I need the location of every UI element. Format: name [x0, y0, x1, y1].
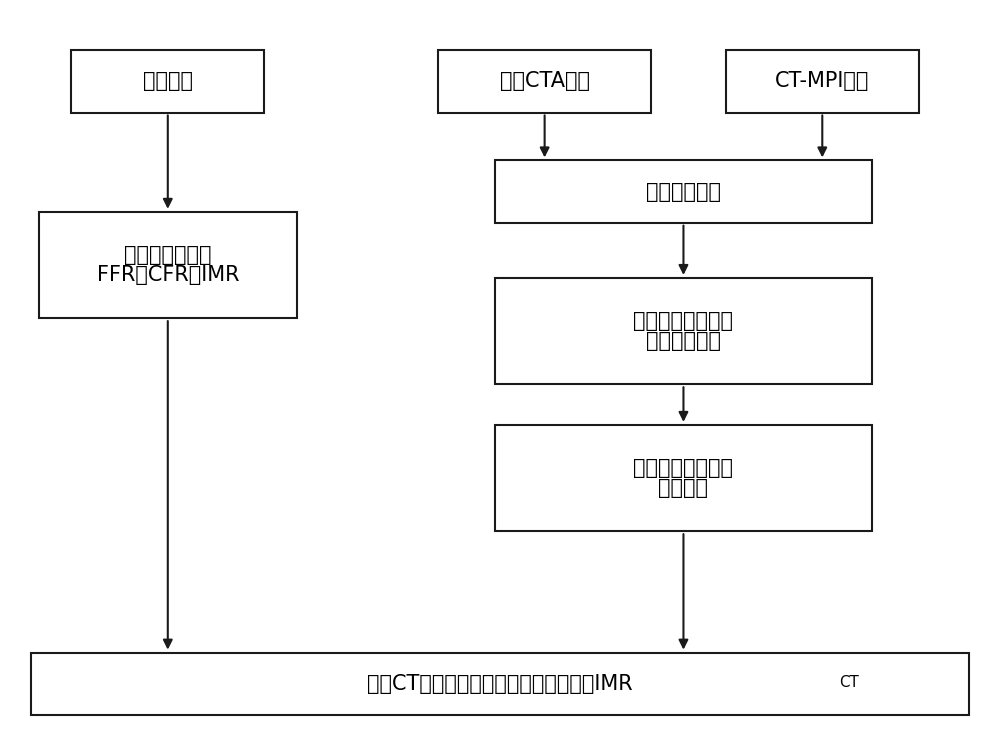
Bar [726, 50, 919, 112]
Text: CT-MPI扫描: CT-MPI扫描 [775, 71, 869, 91]
Text: CT: CT [839, 675, 859, 690]
Text: 图像后期处理: 图像后期处理 [646, 181, 721, 201]
Bar [31, 652, 969, 715]
Bar [495, 160, 872, 223]
Text: 建立高保真可计算: 建立高保真可计算 [633, 458, 733, 478]
Text: FFR、CFR、IMR: FFR、CFR、IMR [97, 265, 239, 285]
Bar [495, 278, 872, 384]
Text: 基于CT心肌灌注、结合流体力学，计算IMR: 基于CT心肌灌注、结合流体力学，计算IMR [367, 674, 633, 694]
Text: 温度稀释法测定: 温度稀释法测定 [124, 244, 212, 265]
Text: 冠脉造影: 冠脉造影 [143, 71, 193, 91]
Text: 相关分支血管: 相关分支血管 [646, 331, 721, 351]
Bar [39, 212, 297, 318]
Text: 数学模型: 数学模型 [658, 478, 708, 499]
Bar [438, 50, 651, 112]
Bar [495, 425, 872, 531]
Text: 快速重建主动脉及: 快速重建主动脉及 [633, 311, 733, 331]
Bar [71, 50, 264, 112]
Text: 冠脉CTA扫描: 冠脉CTA扫描 [500, 71, 590, 91]
